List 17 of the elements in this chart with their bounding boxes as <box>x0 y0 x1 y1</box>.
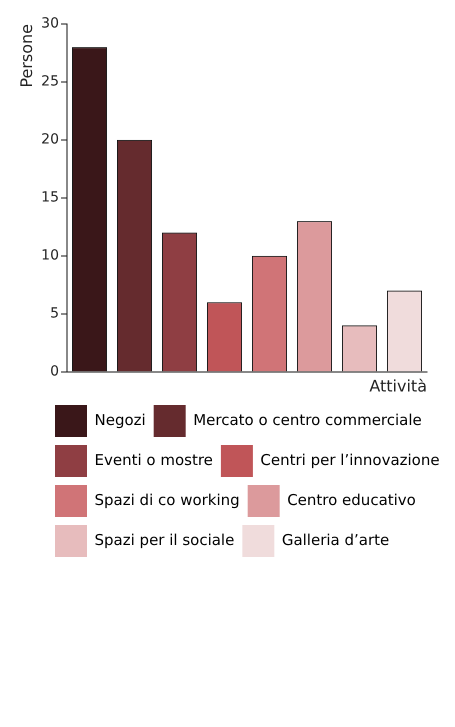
legend-label: Galleria d’arte <box>282 530 390 549</box>
y-tick-label: 10 <box>41 248 60 264</box>
legend-label: Negozi <box>94 410 146 429</box>
legend-label: Centro educativo <box>287 490 416 509</box>
legend-label: Mercato o centro commerciale <box>193 410 422 429</box>
legend-label: Spazi per il sociale <box>94 530 234 549</box>
x-axis-title: Attività <box>369 376 427 396</box>
y-tick-label: 15 <box>41 190 60 206</box>
y-axis-title: Persone <box>16 24 36 88</box>
legend-label: Centri per l’innovazione <box>260 450 440 469</box>
y-tick-label: 25 <box>41 74 60 90</box>
y-tick-label: 20 <box>41 132 60 148</box>
y-tick-label: 30 <box>41 16 60 32</box>
y-tick-label: 0 <box>50 363 60 380</box>
legend-label: Eventi o mostre <box>94 450 213 469</box>
legend-label: Spazi di co working <box>94 490 240 509</box>
y-tick-label: 5 <box>50 305 60 322</box>
